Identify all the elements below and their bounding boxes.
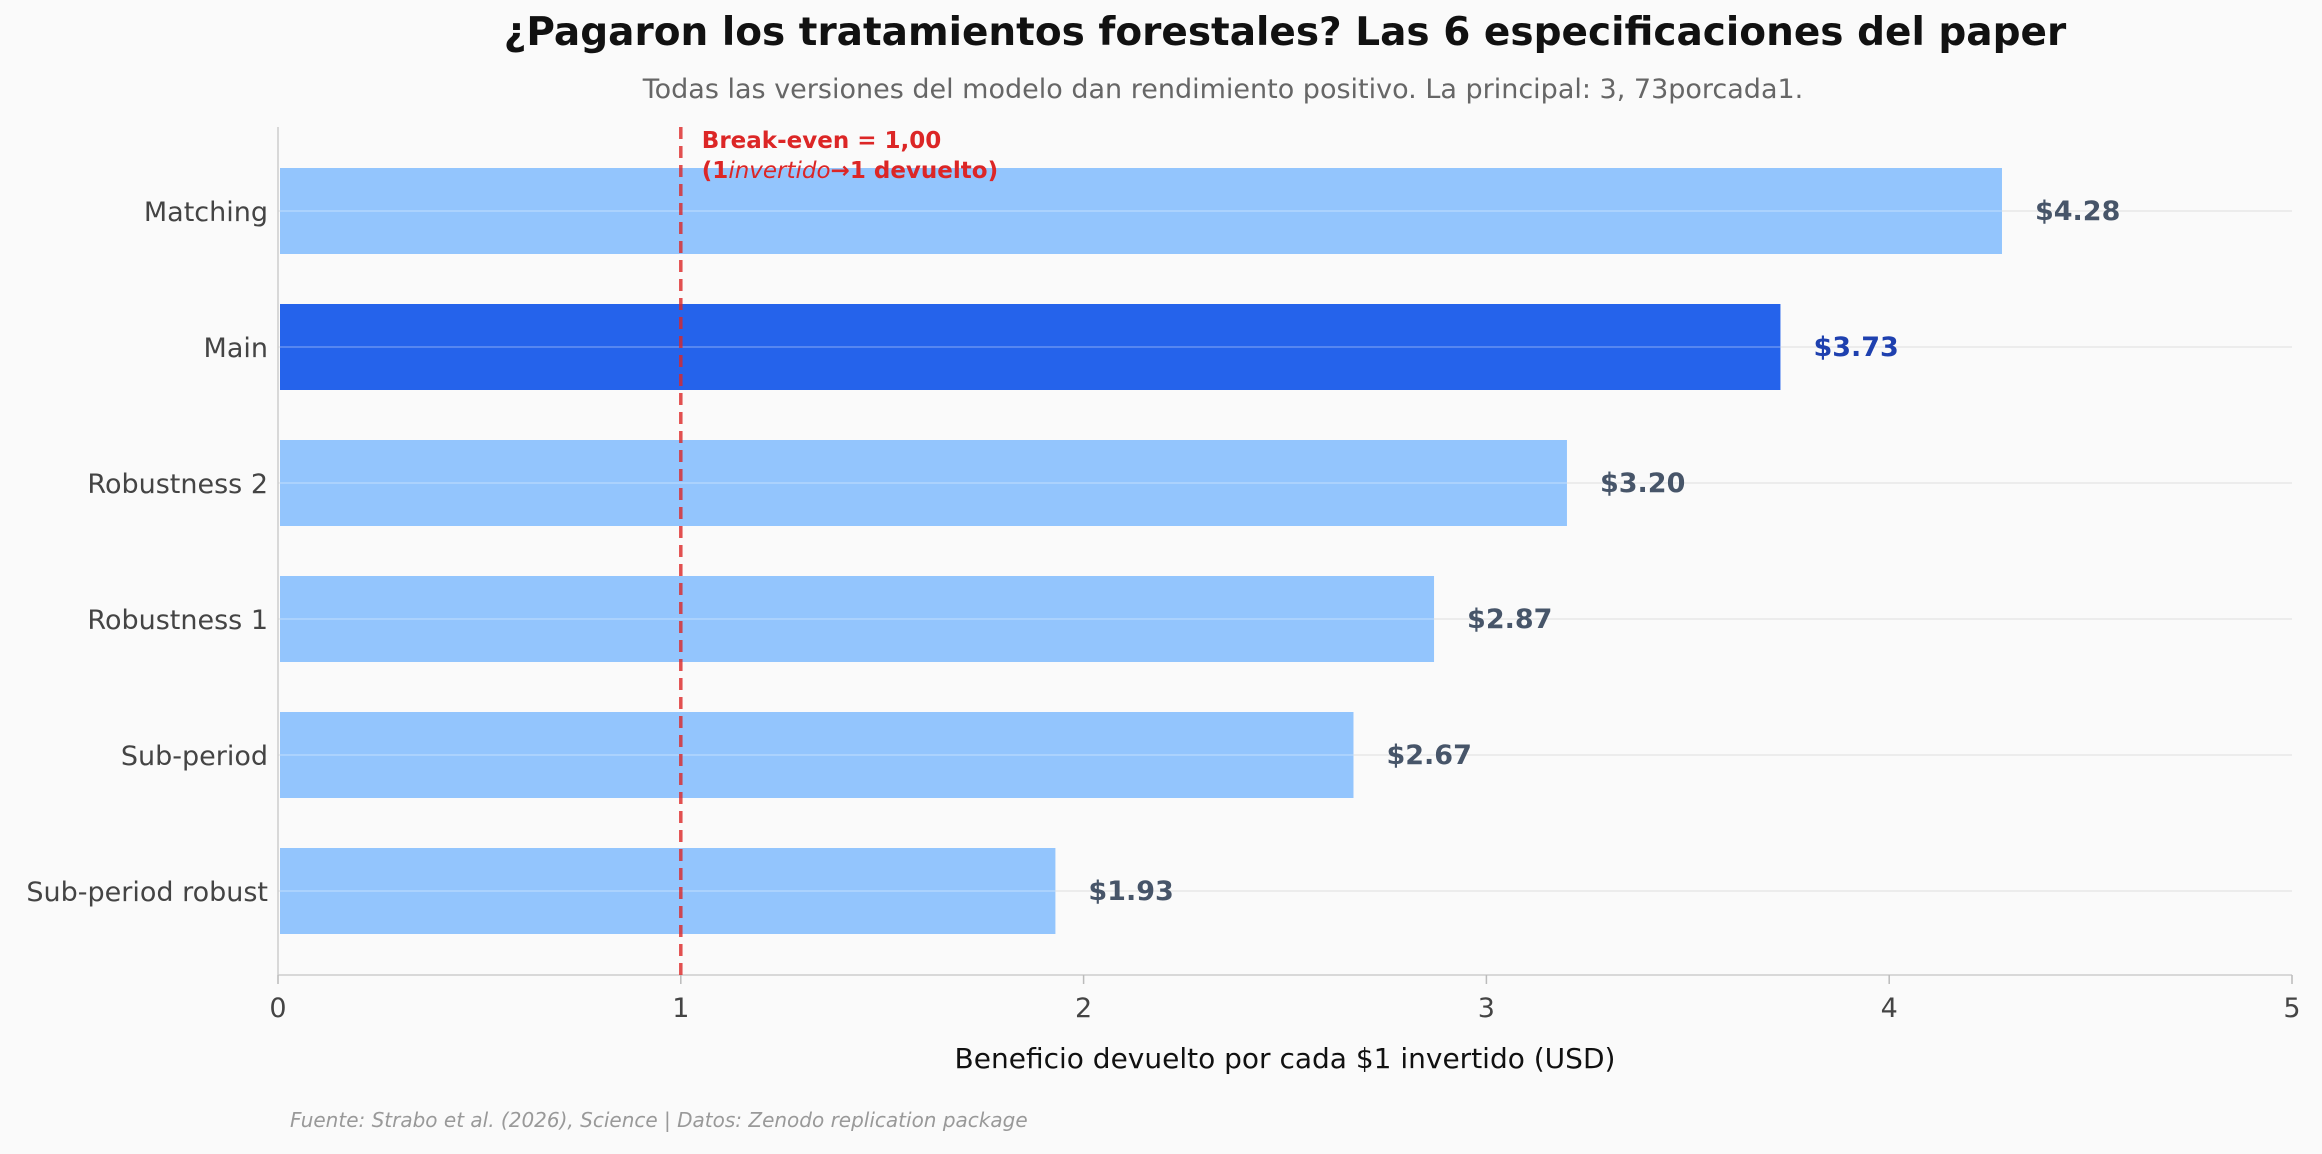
value-label: $1.93 — [1088, 876, 1173, 907]
bar-matching — [280, 168, 2002, 254]
y-tick-label: Matching — [144, 197, 268, 228]
x-tick-label: 5 — [2283, 993, 2300, 1024]
value-labels: $4.28 $3.73 $3.20 $2.87 $2.67 $1.93 — [1088, 196, 2120, 907]
y-tick-label: Robustness 1 — [87, 605, 268, 636]
x-axis-label: Beneficio devuelto por cada $1 invertido… — [955, 1042, 1616, 1075]
bars — [280, 168, 2002, 934]
x-tick-label: 1 — [672, 993, 689, 1024]
y-tick-label: Sub-period — [121, 741, 268, 772]
reference-line-group: Break-even = 1,00 (1invertido→1 devuelto) — [679, 127, 998, 975]
axes — [277, 127, 2292, 976]
bar-main — [280, 304, 1781, 390]
break-even-sublabel: (1invertido→1 devuelto) — [702, 158, 998, 184]
chart-subtitle: Todas las versiones del modelo dan rendi… — [642, 74, 1804, 105]
x-tick-label: 3 — [1478, 993, 1495, 1024]
bar-sub-period — [280, 712, 1354, 798]
source-note: Fuente: Strabo et al. (2026), Science | … — [290, 1108, 1028, 1132]
x-tick-label: 0 — [269, 993, 286, 1024]
value-label: $2.67 — [1386, 740, 1471, 771]
x-ticks: 0 1 2 3 4 5 — [269, 975, 2301, 1024]
bar-sub-period-robust — [280, 848, 1056, 934]
y-tick-label: Main — [204, 333, 268, 364]
bar-robustness-1 — [280, 576, 1435, 662]
value-label: $2.87 — [1467, 604, 1552, 635]
x-tick-label: 2 — [1075, 993, 1092, 1024]
y-tick-labels: Matching Main Robustness 2 Robustness 1 Sub-… — [26, 197, 268, 908]
x-tick-label: 4 — [1881, 993, 1898, 1024]
y-tick-label: Sub-period robust — [26, 877, 268, 908]
bar-robustness-2 — [280, 440, 1567, 526]
break-even-label: Break-even = 1,00 — [702, 128, 941, 154]
value-label: $3.73 — [1813, 332, 1898, 363]
y-tick-label: Robustness 2 — [87, 469, 268, 500]
chart-title: ¿Pagaron los tratamientos forestales? La… — [503, 10, 2067, 55]
value-label: $3.20 — [1600, 468, 1685, 499]
value-label: $4.28 — [2035, 196, 2120, 227]
